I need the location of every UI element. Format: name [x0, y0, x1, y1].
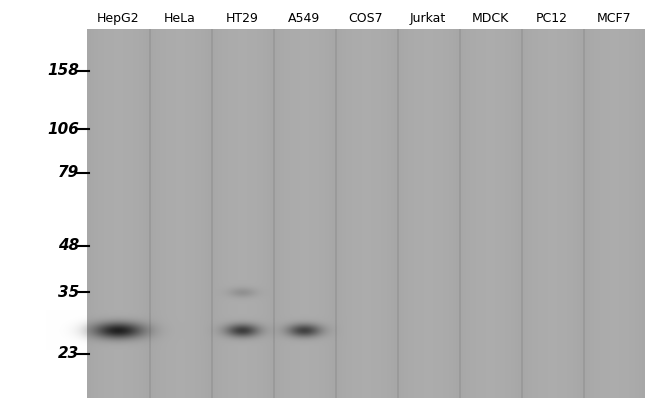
Text: HeLa: HeLa: [164, 12, 196, 25]
Text: 23: 23: [58, 346, 79, 361]
Text: 48: 48: [58, 238, 79, 253]
Text: PC12: PC12: [536, 12, 568, 25]
Text: Jurkat: Jurkat: [410, 12, 446, 25]
Text: 79: 79: [58, 165, 79, 180]
Text: COS7: COS7: [348, 12, 384, 25]
Text: HT29: HT29: [226, 12, 259, 25]
Text: 35: 35: [58, 285, 79, 300]
Text: 106: 106: [47, 122, 79, 137]
Text: A549: A549: [288, 12, 320, 25]
Text: MCF7: MCF7: [597, 12, 631, 25]
Text: HepG2: HepG2: [97, 12, 139, 25]
Text: MDCK: MDCK: [471, 12, 508, 25]
Text: 158: 158: [47, 63, 79, 78]
